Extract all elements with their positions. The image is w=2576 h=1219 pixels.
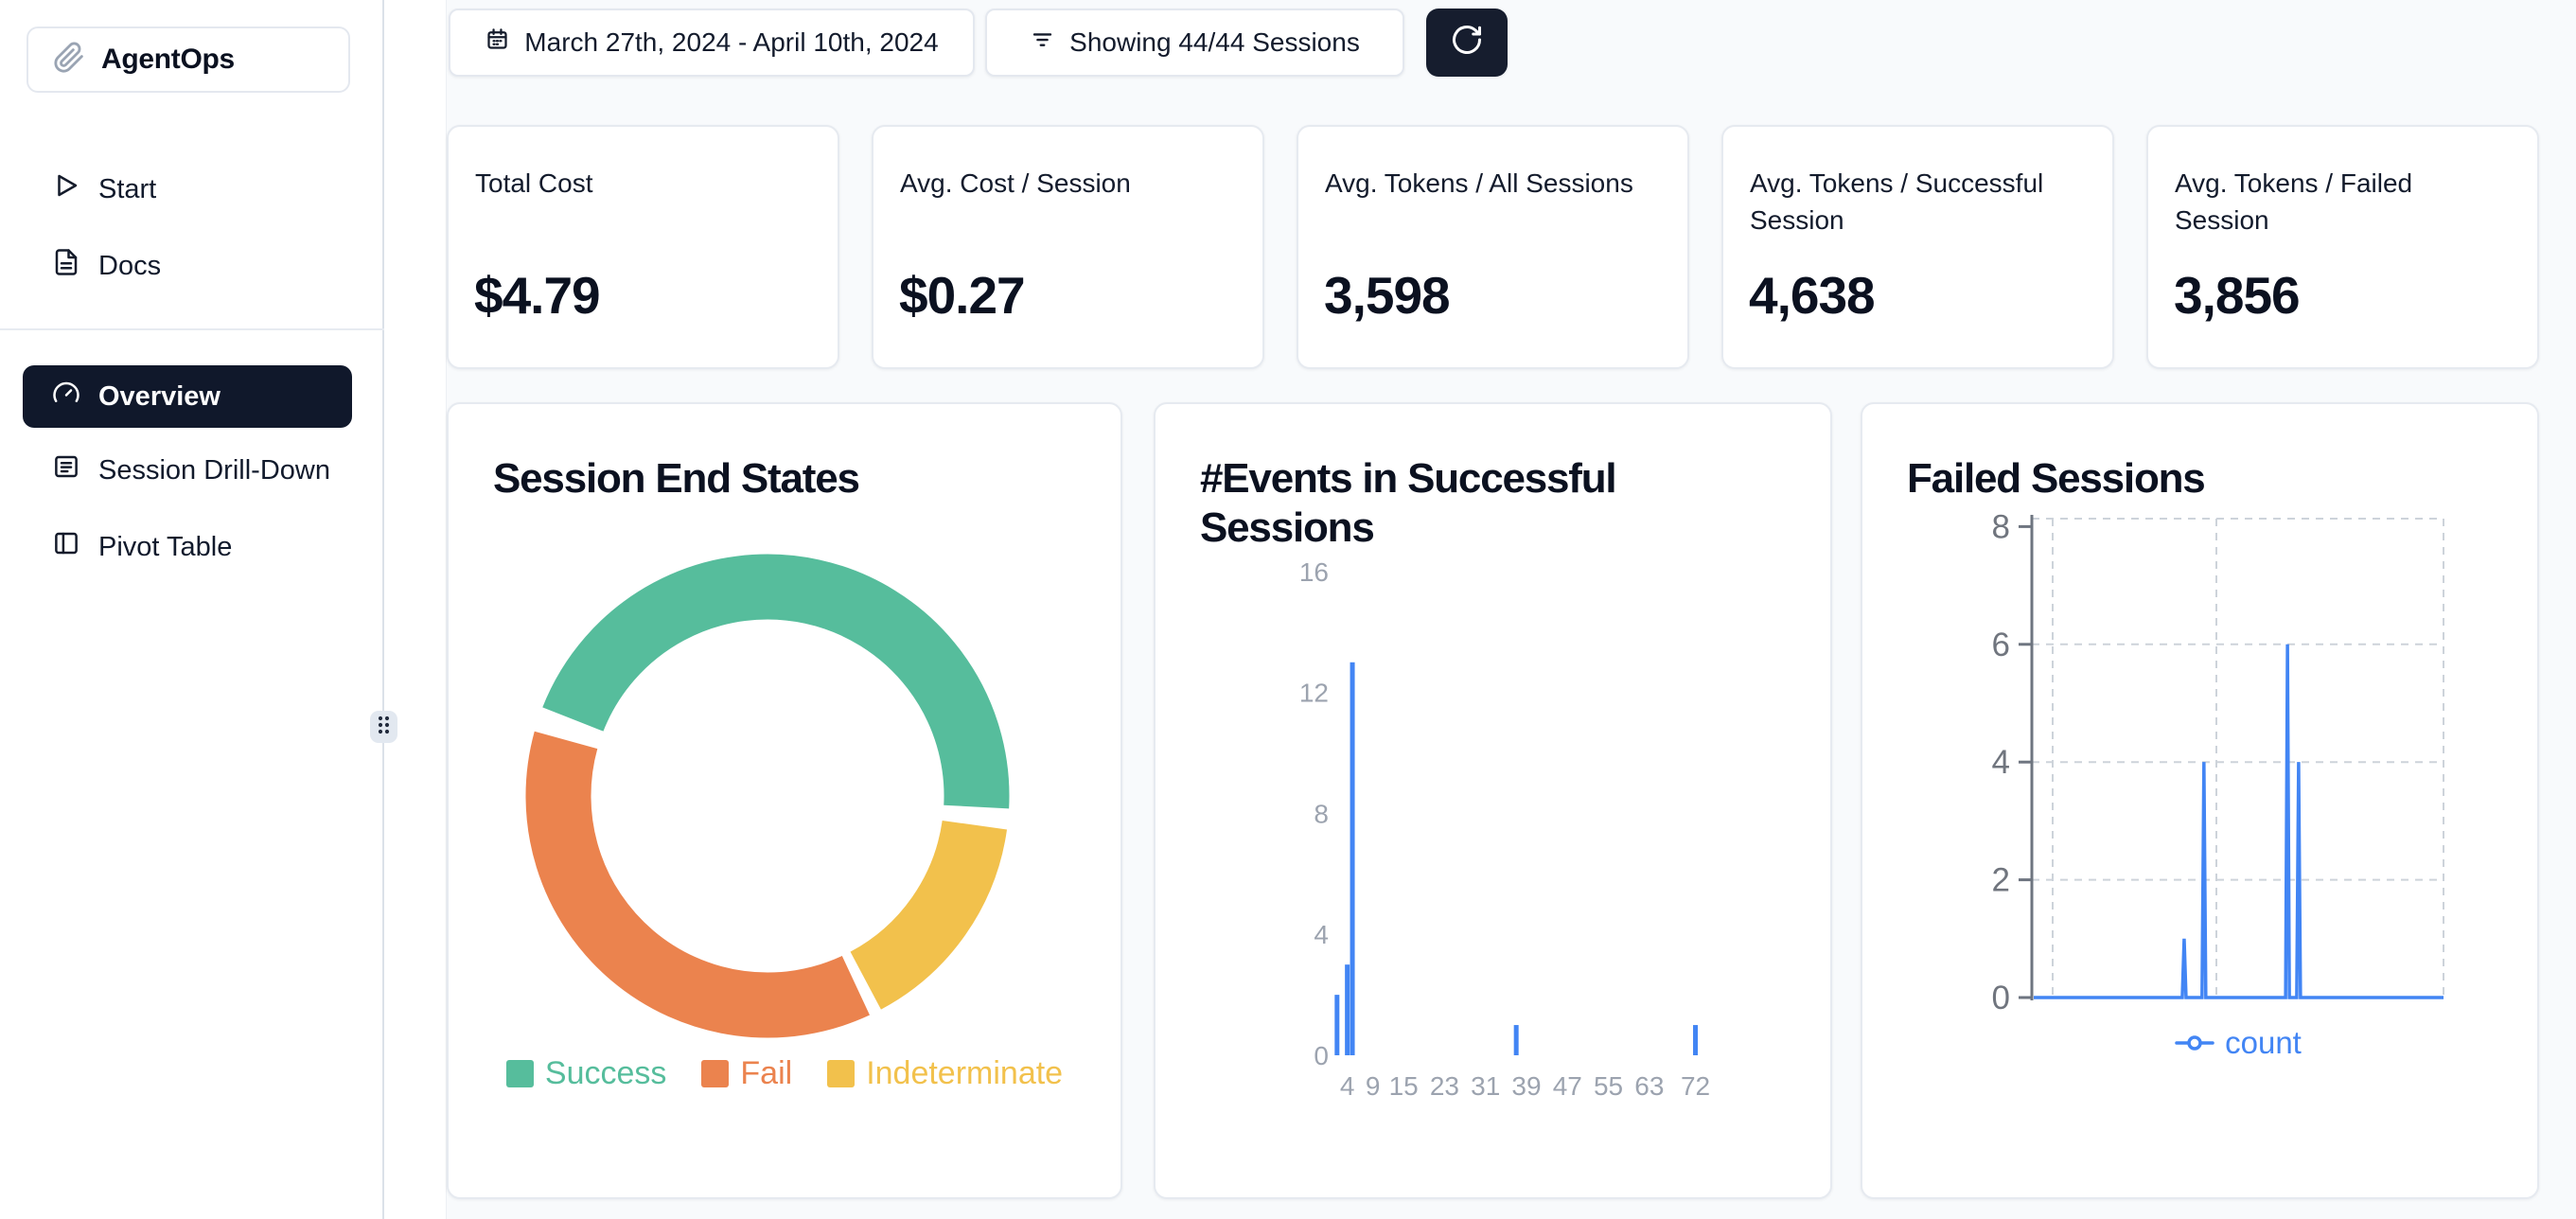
legend-item-indeterminate[interactable]: Indeterminate (827, 1055, 1063, 1092)
sidebar-item-label: Session Drill-Down (98, 454, 330, 486)
svg-text:15: 15 (1389, 1071, 1419, 1101)
panel-left-icon (52, 529, 80, 565)
legend-item-success[interactable]: Success (505, 1055, 667, 1092)
file-text-icon (52, 248, 80, 284)
sidebar-divider (0, 328, 384, 330)
stat-card-avg-tokens-all: Avg. Tokens / All Sessions 3,598 (1297, 125, 1689, 369)
sidebar-item-label: Overview (98, 380, 221, 412)
sessions-filter-label: Showing 44/44 Sessions (1069, 27, 1360, 57)
svg-text:2: 2 (1992, 862, 2010, 899)
sidebar-resize-handle[interactable] (370, 711, 397, 743)
svg-text:47: 47 (1553, 1071, 1582, 1101)
svg-text:55: 55 (1594, 1071, 1623, 1101)
sidebar-item-label: Start (98, 173, 157, 204)
svg-text:31: 31 (1471, 1071, 1500, 1101)
svg-text:6: 6 (1992, 627, 2010, 663)
svg-text:63: 63 (1634, 1071, 1664, 1101)
logo-text: AgentOps (101, 44, 235, 75)
date-range-button[interactable]: March 27th, 2024 - April 10th, 2024 (449, 9, 975, 77)
filter-lines-icon (1030, 26, 1055, 59)
stat-value: 3,856 (2174, 266, 2301, 325)
svg-text:16: 16 (1299, 557, 1329, 587)
stat-label: Avg. Tokens / Successful Session (1750, 168, 2044, 236)
stat-card-avg-tokens-successful: Avg. Tokens / Successful Session 4,638 (1721, 125, 2114, 369)
legend-label: Indeterminate (866, 1055, 1064, 1091)
calendar-icon (485, 26, 510, 59)
svg-text:4: 4 (1992, 744, 2010, 781)
stat-value: $0.27 (899, 266, 1026, 325)
failed-sessions-line-chart: 0 2 4 6 8 (1992, 508, 2444, 1016)
count-series-legend[interactable]: count (2032, 1025, 2444, 1061)
line-dot-marker-icon (2174, 1025, 2215, 1061)
svg-text:0: 0 (1992, 980, 2010, 1016)
svg-text:8: 8 (1314, 799, 1329, 828)
sidebar-item-session-drill-down[interactable]: Session Drill-Down (23, 442, 352, 499)
panel-gutter (386, 0, 447, 1219)
chart-title: Failed Sessions (1907, 455, 2206, 502)
fail-swatch (701, 1060, 730, 1087)
list-box-icon (52, 452, 80, 488)
sidebar-item-start[interactable]: Start (23, 161, 352, 218)
paperclip-logo-icon (53, 42, 85, 79)
svg-text:8: 8 (1992, 508, 2010, 545)
stat-label: Avg. Cost / Session (900, 168, 1131, 198)
svg-text:23: 23 (1430, 1071, 1459, 1101)
chart-title: #Events in Successful Sessions (1200, 455, 1617, 551)
stat-label: Total Cost (475, 168, 593, 198)
svg-text:12: 12 (1299, 679, 1329, 708)
chart-card-session-end-states: Session End States Success Fail Indeterm… (447, 402, 1122, 1199)
date-range-label: March 27th, 2024 - April 10th, 2024 (524, 27, 939, 57)
session-end-states-donut-chart (525, 554, 1010, 1038)
play-icon (52, 171, 80, 207)
sidebar: AgentOps Start Docs (0, 0, 384, 1219)
grip-dots-icon (376, 715, 392, 740)
svg-text:0: 0 (1314, 1041, 1329, 1070)
svg-text:39: 39 (1511, 1071, 1541, 1101)
sidebar-item-docs[interactable]: Docs (23, 238, 352, 294)
sidebar-item-pivot-table[interactable]: Pivot Table (23, 519, 352, 575)
legend-label: Success (544, 1055, 667, 1091)
stat-card-avg-cost-session: Avg. Cost / Session $0.27 (872, 125, 1264, 369)
refresh-button[interactable] (1426, 9, 1508, 77)
chart-card-events-in-successful-sessions: #Events in Successful Sessions 0 4 8 12 16 4 9… (1154, 402, 1832, 1199)
chart-card-failed-sessions: Failed Sessions 0 2 4 6 8 count (1861, 402, 2539, 1199)
gauge-icon (52, 379, 80, 415)
svg-text:9: 9 (1366, 1071, 1381, 1101)
stat-label: Avg. Tokens / Failed Session (2175, 168, 2413, 236)
sessions-filter-button[interactable]: Showing 44/44 Sessions (985, 9, 1404, 77)
stat-card-avg-tokens-failed: Avg. Tokens / Failed Session 3,856 (2146, 125, 2539, 369)
stat-label: Avg. Tokens / All Sessions (1325, 168, 1633, 198)
stat-value: $4.79 (474, 266, 601, 325)
svg-text:4: 4 (1314, 920, 1329, 949)
sidebar-item-label: Docs (98, 250, 162, 281)
stat-card-total-cost: Total Cost $4.79 (447, 125, 839, 369)
refresh-icon (1450, 23, 1484, 63)
count-legend-label: count (2225, 1025, 2302, 1060)
stat-value: 3,598 (1324, 266, 1451, 325)
stat-value: 4,638 (1749, 266, 1876, 325)
svg-text:72: 72 (1681, 1071, 1710, 1101)
svg-text:4: 4 (1340, 1071, 1355, 1101)
success-swatch (505, 1060, 534, 1087)
sidebar-item-overview[interactable]: Overview (23, 365, 352, 428)
donut-legend: Success Fail Indeterminate (449, 1055, 1120, 1092)
legend-label: Fail (740, 1055, 793, 1091)
indeterminate-swatch (827, 1060, 856, 1087)
chart-title: Session End States (493, 455, 860, 502)
sidebar-item-label: Pivot Table (98, 531, 233, 562)
legend-item-fail[interactable]: Fail (701, 1055, 792, 1092)
logo[interactable]: AgentOps (26, 26, 350, 93)
